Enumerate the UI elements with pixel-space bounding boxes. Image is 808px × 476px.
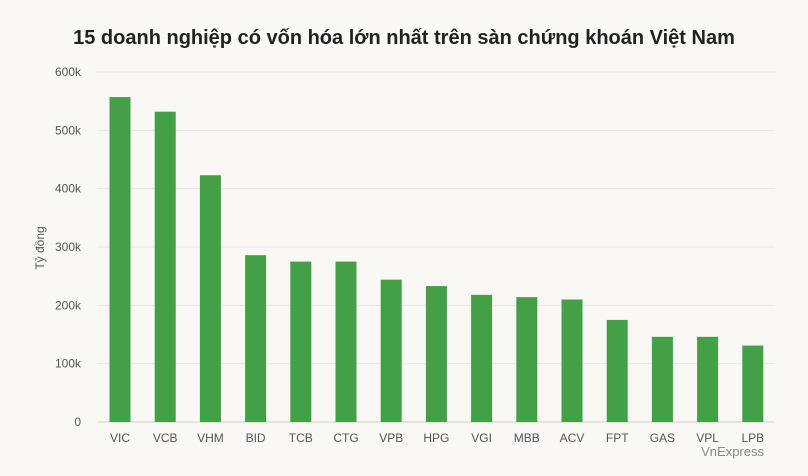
x-axis-ticks: VIC VCB VHM BID TCB CTG VPB HPG VGI MBB ACV FPT GAS V… [110,431,764,445]
x-tick-label: MBB [514,431,540,445]
x-tick-label: VIC [110,431,130,445]
y-tick-label: 400k [55,182,82,196]
y-tick-label: 600k [55,65,82,79]
bar-bid[interactable] [245,255,267,422]
x-tick-label: VCB [153,431,178,445]
y-tick-label: 0 [74,415,81,429]
bar-fpt[interactable] [606,319,628,422]
x-tick-label: VHM [197,431,224,445]
x-tick-label: VGI [471,431,492,445]
bars [109,97,764,423]
bar-vic[interactable] [109,97,131,422]
x-tick-label: CTG [333,431,358,445]
bar-ctg[interactable] [335,261,357,422]
bar-tcb[interactable] [290,261,312,422]
x-tick-label: HPG [423,431,449,445]
bar-hpg[interactable] [425,286,447,422]
y-tick-label: 300k [55,240,82,254]
x-tick-label: FPT [606,431,629,445]
x-tick-label: VPB [379,431,403,445]
y-tick-label: 100k [55,357,82,371]
x-tick-label: VPL [696,431,719,445]
y-axis-label: Tỷ đồng [33,226,47,269]
x-tick-label: GAS [650,431,675,445]
bar-vgi[interactable] [471,294,493,422]
chart-title: 15 doanh nghiệp có vốn hóa lớn nhất trên… [73,27,735,49]
bar-vpl[interactable] [697,336,719,422]
bar-mbb[interactable] [516,297,538,422]
bar-acv[interactable] [561,299,583,423]
y-tick-label: 200k [55,298,82,312]
source-credit: VnExpress [701,444,764,459]
y-axis-ticks: 0 100k 200k 300k 400k 500k 600k [55,65,82,429]
x-tick-label: TCB [289,431,313,445]
bar-gas[interactable] [651,336,673,422]
bar-vpb[interactable] [380,279,402,422]
y-tick-label: 500k [55,123,82,137]
x-tick-label: ACV [560,431,585,445]
x-tick-label: BID [246,431,266,445]
bar-vhm[interactable] [199,175,221,422]
bar-vcb[interactable] [154,111,176,423]
x-tick-label: LPB [741,431,764,445]
bar-lpb[interactable] [742,345,764,422]
